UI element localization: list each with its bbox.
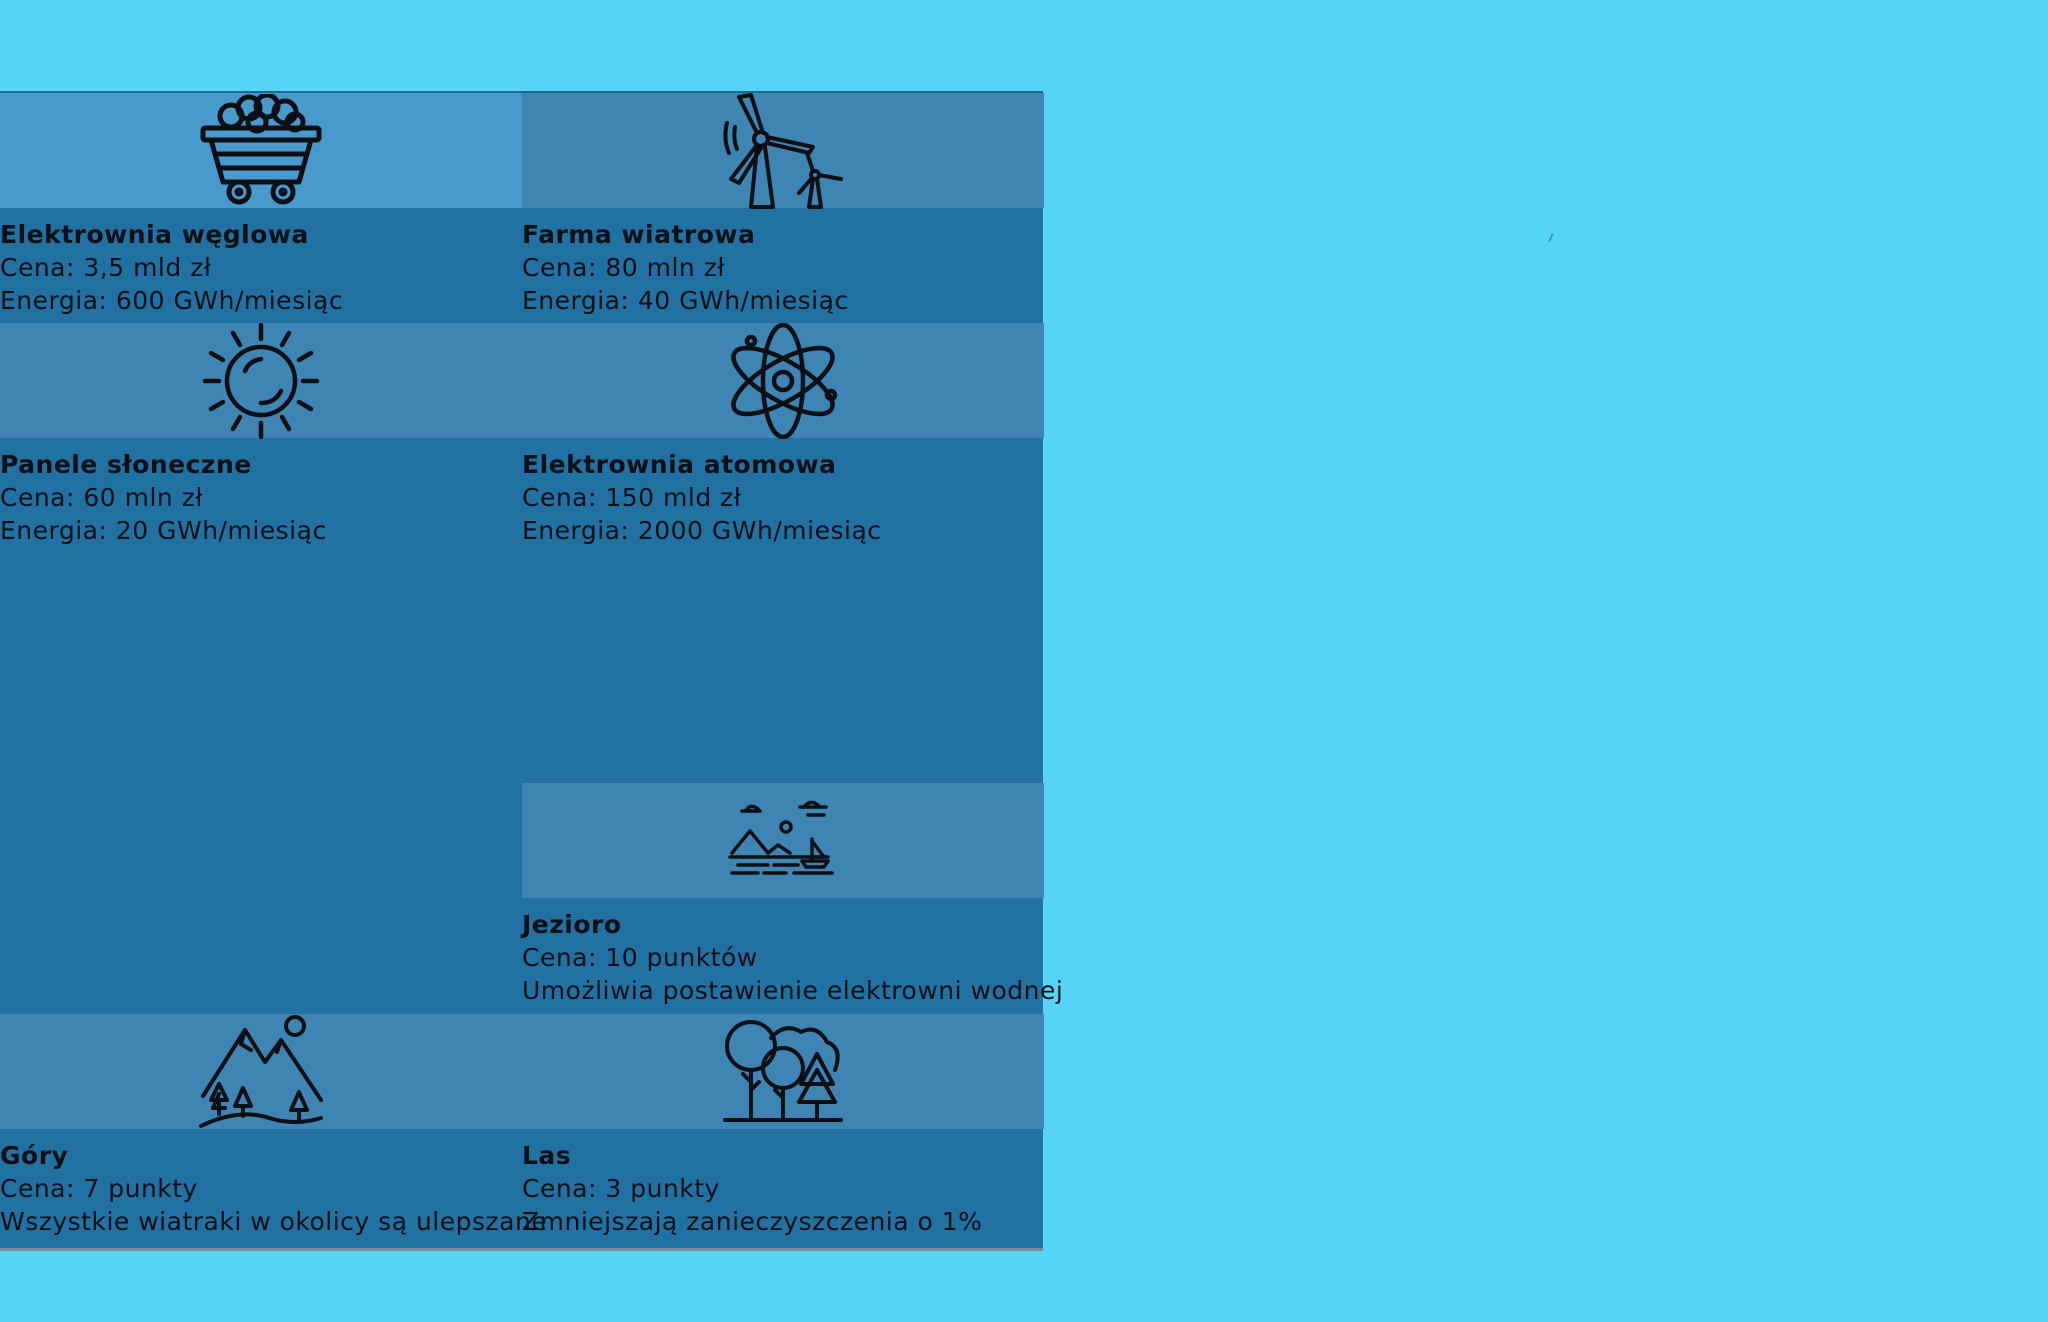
card-cost: Cena: 3 punkty: [522, 1174, 720, 1203]
mountains-icon: [199, 1014, 323, 1128]
card-text: Farma wiatrowa Cena: 80 mln zł Energia: …: [522, 208, 1044, 317]
card-cost: Cena: 80 mln zł: [522, 253, 725, 282]
coal-cart-icon: [200, 93, 322, 204]
card-effect: Zmniejszają zanieczyszczenia o 1%: [522, 1207, 983, 1236]
card-text: Las Cena: 3 punkty Zmniejszają zanieczys…: [522, 1129, 1044, 1238]
building-shop-panel: Elektrownia węglowa Cena: 3,5 mld zł Ene…: [0, 91, 1064, 1251]
card-cost: Cena: 3,5 mld zł: [0, 253, 212, 282]
wind-turbine-icon: [723, 92, 843, 209]
card-wind-farm[interactable]: Farma wiatrowa Cena: 80 mln zł Energia: …: [522, 92, 1044, 317]
card-cost: Cena: 7 punkty: [0, 1174, 198, 1203]
card-effect: Wszystkie wiatraki w okolicy są ulepszan…: [0, 1207, 548, 1236]
card-title: Elektrownia atomowa: [522, 450, 837, 479]
card-effect: Energia: 20 GWh/miesiąc: [0, 516, 327, 545]
card-text: Elektrownia atomowa Cena: 150 mld zł Ene…: [522, 438, 1044, 547]
card-coal-power-plant[interactable]: Elektrownia węglowa Cena: 3,5 mld zł Ene…: [0, 93, 522, 317]
card-image: [522, 1014, 1044, 1129]
card-title: Elektrownia węglowa: [0, 220, 309, 249]
card-image: [0, 322, 522, 439]
atom-icon: [731, 322, 838, 439]
card-solar-panels[interactable]: Panele słoneczne Cena: 60 mln zł Energia…: [0, 322, 522, 547]
card-image: [522, 92, 1044, 209]
forest-icon: [723, 1019, 843, 1122]
card-title: Panele słoneczne: [0, 450, 252, 479]
card-effect: Umożliwia postawienie elektrowni wodnej: [522, 976, 1064, 1005]
sun-icon: [202, 322, 320, 439]
card-text: Elektrownia węglowa Cena: 3,5 mld zł Ene…: [0, 208, 522, 317]
card-cost: Cena: 150 mld zł: [522, 483, 742, 512]
card-mountains[interactable]: Góry Cena: 7 punkty Wszystkie wiatraki w…: [0, 1014, 548, 1238]
card-cost: Cena: 60 mln zł: [0, 483, 203, 512]
card-text: Góry Cena: 7 punkty Wszystkie wiatraki w…: [0, 1129, 548, 1238]
background-speck: [1548, 232, 1554, 243]
card-title: Farma wiatrowa: [522, 220, 756, 249]
card-image: [0, 93, 522, 208]
card-nuclear-power-plant[interactable]: Elektrownia atomowa Cena: 150 mld zł Ene…: [522, 322, 1044, 547]
card-title: Las: [522, 1141, 572, 1170]
card-cost: Cena: 10 punktów: [522, 943, 758, 972]
card-title: Jezioro: [522, 910, 622, 939]
card-effect: Energia: 40 GWh/miesiąc: [522, 286, 849, 315]
card-lake[interactable]: Jezioro Cena: 10 punktów Umożliwia posta…: [522, 783, 1064, 1007]
card-text: Jezioro Cena: 10 punktów Umożliwia posta…: [522, 898, 1064, 1007]
card-effect: Energia: 600 GWh/miesiąc: [0, 286, 344, 315]
card-image: [522, 322, 1044, 439]
card-image: [522, 783, 1044, 898]
card-forest[interactable]: Las Cena: 3 punkty Zmniejszają zanieczys…: [522, 1014, 1044, 1238]
card-text: Panele słoneczne Cena: 60 mln zł Energia…: [0, 438, 522, 547]
card-title: Góry: [0, 1141, 69, 1170]
card-image: [0, 1014, 522, 1129]
lake-icon: [728, 800, 834, 875]
card-effect: Energia: 2000 GWh/miesiąc: [522, 516, 882, 545]
